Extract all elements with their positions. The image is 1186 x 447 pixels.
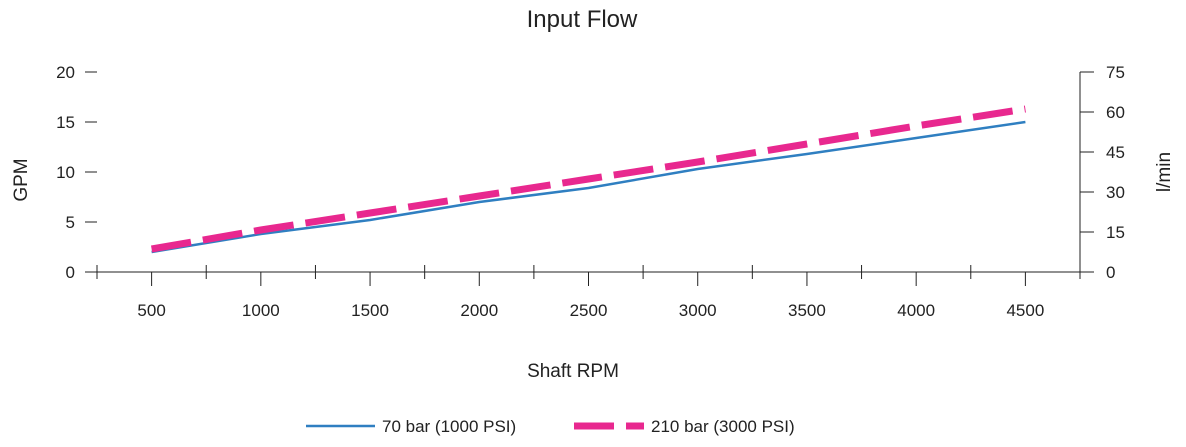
y2-tick-label: 30 (1106, 183, 1125, 202)
series-layer (151, 105, 1026, 254)
y2-tick-label: 0 (1106, 263, 1115, 282)
y-tick-label: 20 (56, 63, 75, 82)
series-line-0 (151, 120, 1026, 254)
x-tick-label: 2500 (570, 301, 608, 320)
y-tick-label: 10 (56, 163, 75, 182)
x-tick-label: 3500 (788, 301, 826, 320)
y2-tick-label: 75 (1106, 63, 1125, 82)
y-tick-label: 15 (56, 113, 75, 132)
y2-axis-title: l/min (1154, 152, 1175, 192)
x-axis-title: Shaft RPM (527, 361, 619, 382)
y2-tick-label: 60 (1106, 103, 1125, 122)
y2-tick-label: 15 (1106, 223, 1125, 242)
y-axis-ticks: 0 5 10 15 20 (56, 63, 97, 282)
x-tick-label: 3000 (679, 301, 717, 320)
series-line-1 (151, 105, 1026, 253)
x-tick-label: 1500 (351, 301, 389, 320)
x-axis-ticks: 500 1000 1500 2000 2500 3000 3500 4000 4500 (96, 265, 1081, 320)
y2-axis-ticks: 0 15 30 45 60 75 (1079, 63, 1125, 282)
x-tick-label: 2000 (460, 301, 498, 320)
x-tick-label: 4000 (897, 301, 935, 320)
chart-title: Input Flow (527, 6, 638, 33)
y-axis-title: GPM (11, 158, 32, 201)
x-tick-label: 500 (137, 301, 165, 320)
y-tick-label: 5 (66, 213, 75, 232)
x-tick-label: 4500 (1006, 301, 1044, 320)
y-tick-label: 0 (66, 263, 75, 282)
y2-tick-label: 45 (1106, 143, 1125, 162)
legend-label-70-bar: 70 bar (1000 PSI) (382, 417, 516, 436)
legend-label-210-bar: 210 bar (3000 PSI) (651, 417, 795, 436)
x-tick-label: 1000 (242, 301, 280, 320)
legend: 70 bar (1000 PSI) 210 bar (3000 PSI) (306, 417, 795, 436)
